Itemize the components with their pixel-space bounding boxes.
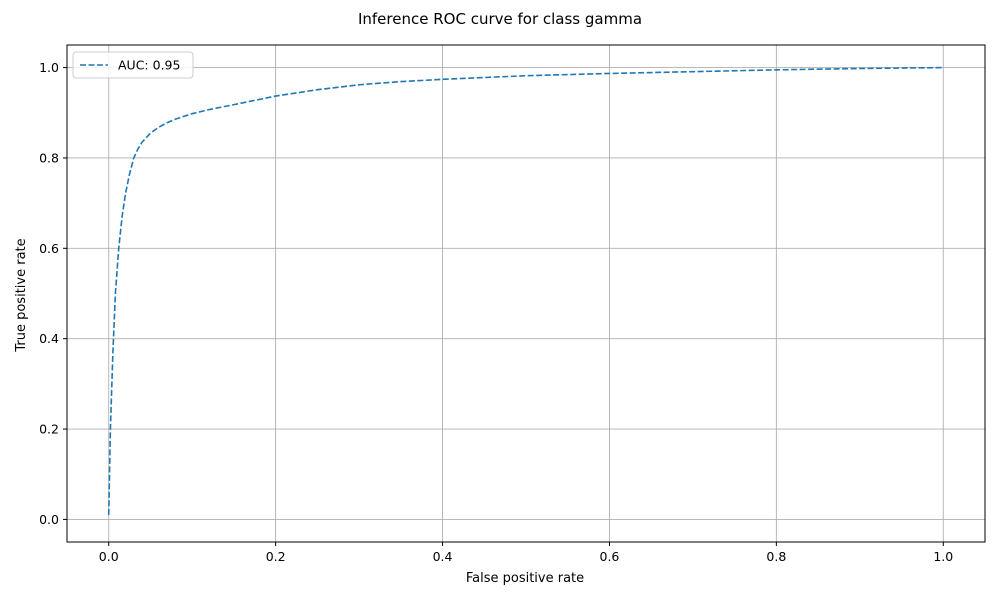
y-axis: 0.0 0.2 0.4 0.6 0.8 1.0 — [39, 60, 67, 527]
plot-frame — [66, 44, 986, 543]
y-tick-label: 0.2 — [39, 422, 59, 437]
x-axis: 0.0 0.2 0.4 0.6 0.8 1.0 — [99, 542, 953, 564]
legend: AUC: 0.95 — [72, 51, 194, 79]
series-layer — [107, 66, 944, 515]
y-tick-label: 0.8 — [39, 150, 59, 165]
legend-label: AUC: 0.95 — [118, 58, 180, 73]
x-tick-label: 1.0 — [933, 549, 953, 564]
y-tick-label: 0.6 — [39, 241, 59, 256]
legend-frame — [72, 51, 194, 79]
x-axis-label: False positive rate — [466, 571, 584, 586]
series-line-0 — [107, 66, 944, 515]
y-tick-label: 0.0 — [39, 512, 59, 527]
y-tick-label: 1.0 — [39, 60, 59, 75]
x-tick-label: 0.8 — [766, 549, 786, 564]
x-tick-label: 0.4 — [433, 549, 453, 564]
x-tick-label: 0.6 — [600, 549, 620, 564]
y-axis-label: True positive rate — [14, 238, 29, 352]
x-tick-label: 0.2 — [266, 549, 286, 564]
x-tick-label: 0.0 — [99, 549, 119, 564]
chart-title: Inference ROC curve for class gamma — [358, 10, 642, 28]
grid-lines — [67, 45, 985, 542]
y-tick-label: 0.4 — [39, 331, 59, 346]
